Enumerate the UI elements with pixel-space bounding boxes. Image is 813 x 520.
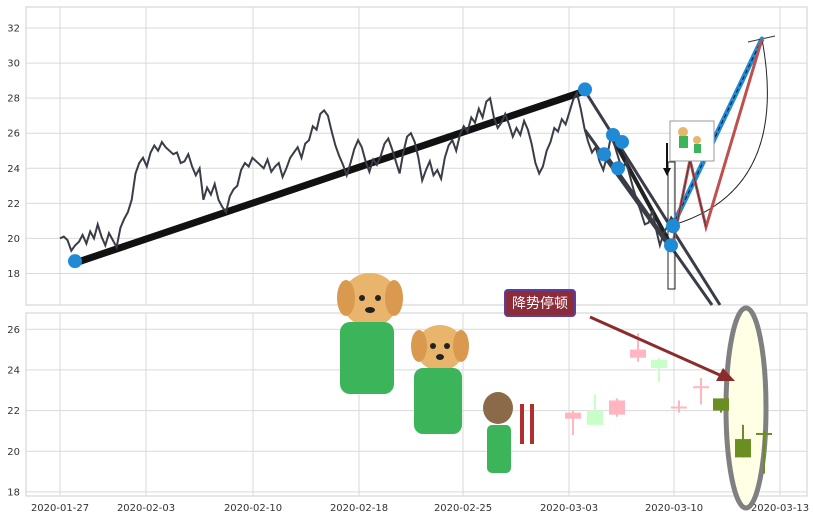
price-marker: [615, 134, 629, 149]
trend-line-down-4: [602, 151, 714, 306]
curve-arc: [672, 38, 768, 226]
price-marker: [68, 254, 82, 269]
price-markers: [68, 36, 764, 269]
candle-body: [651, 359, 667, 368]
dog-sticker-large: [337, 273, 403, 394]
x-tick-label: 2020-02-18: [330, 503, 388, 514]
x-tick-label: 2020-02-03: [117, 503, 175, 514]
annotation-label: 降势停顿: [504, 289, 576, 317]
x-tick-label: 2020-02-25: [434, 503, 492, 514]
y-tick-label: 24: [7, 164, 20, 175]
y-tick-label: 30: [7, 59, 20, 70]
down-arrow-icon: [663, 168, 671, 176]
price-marker: [597, 147, 611, 162]
y-tick-label: 20: [7, 447, 20, 458]
candle-body: [587, 410, 603, 425]
x-axis: 2020-01-27 2020-02-03 2020-02-10 2020-02-18…: [31, 503, 809, 514]
price-y-axis: 18 20 22 24 26 28 30 32: [7, 24, 20, 280]
x-tick-label: 2020-03-10: [645, 503, 703, 514]
dog-sticker-thumbnail: [669, 120, 715, 162]
x-tick-label: 2020-01-27: [31, 503, 89, 514]
candle-body: [671, 406, 687, 409]
y-tick-label: 28: [7, 94, 20, 105]
candle-body: [693, 386, 709, 389]
y-tick-label: 24: [7, 365, 20, 376]
y-tick-label: 22: [7, 199, 20, 210]
y-tick-label: 18: [7, 269, 20, 280]
candle-body: [735, 439, 751, 458]
price-marker: [666, 219, 680, 234]
candle-y-axis: 18 20 22 24 26: [7, 325, 20, 499]
y-tick-label: 18: [7, 487, 20, 498]
rise-line-dash: [672, 38, 763, 226]
dog-sticker-medium: [411, 325, 469, 434]
price-marker: [664, 238, 678, 253]
dog-sticker-small: [483, 392, 534, 473]
y-tick-label: 26: [7, 129, 20, 140]
annotation-arrow-head: [716, 368, 735, 381]
x-tick-label: 2020-02-10: [224, 503, 282, 514]
annotation-arrow-shaft: [589, 315, 723, 378]
y-tick-label: 26: [7, 325, 20, 336]
trend-line-main: [73, 87, 587, 267]
x-tick-label: 2020-03-03: [540, 503, 598, 514]
price-line: [59, 90, 676, 253]
candles: [565, 333, 772, 474]
highlight-ellipse: [723, 305, 769, 511]
candle-body: [565, 412, 581, 419]
price-series-line: [59, 90, 676, 253]
price-marker: [578, 82, 592, 97]
trend-line-down-3: [610, 136, 673, 246]
trend-lines: [73, 35, 776, 306]
trend-line-down-1: [583, 90, 722, 306]
candle-body: [609, 400, 625, 415]
price-marker: [611, 161, 625, 176]
y-tick-label: 32: [7, 24, 20, 35]
candle-body: [630, 349, 646, 358]
price-marker: [760, 36, 764, 41]
candle-body: [756, 432, 772, 435]
y-tick-label: 22: [7, 406, 20, 417]
candle-body: [713, 398, 729, 411]
y-tick-label: 20: [7, 234, 20, 245]
x-tick-label: 2020-03-13: [751, 503, 809, 514]
